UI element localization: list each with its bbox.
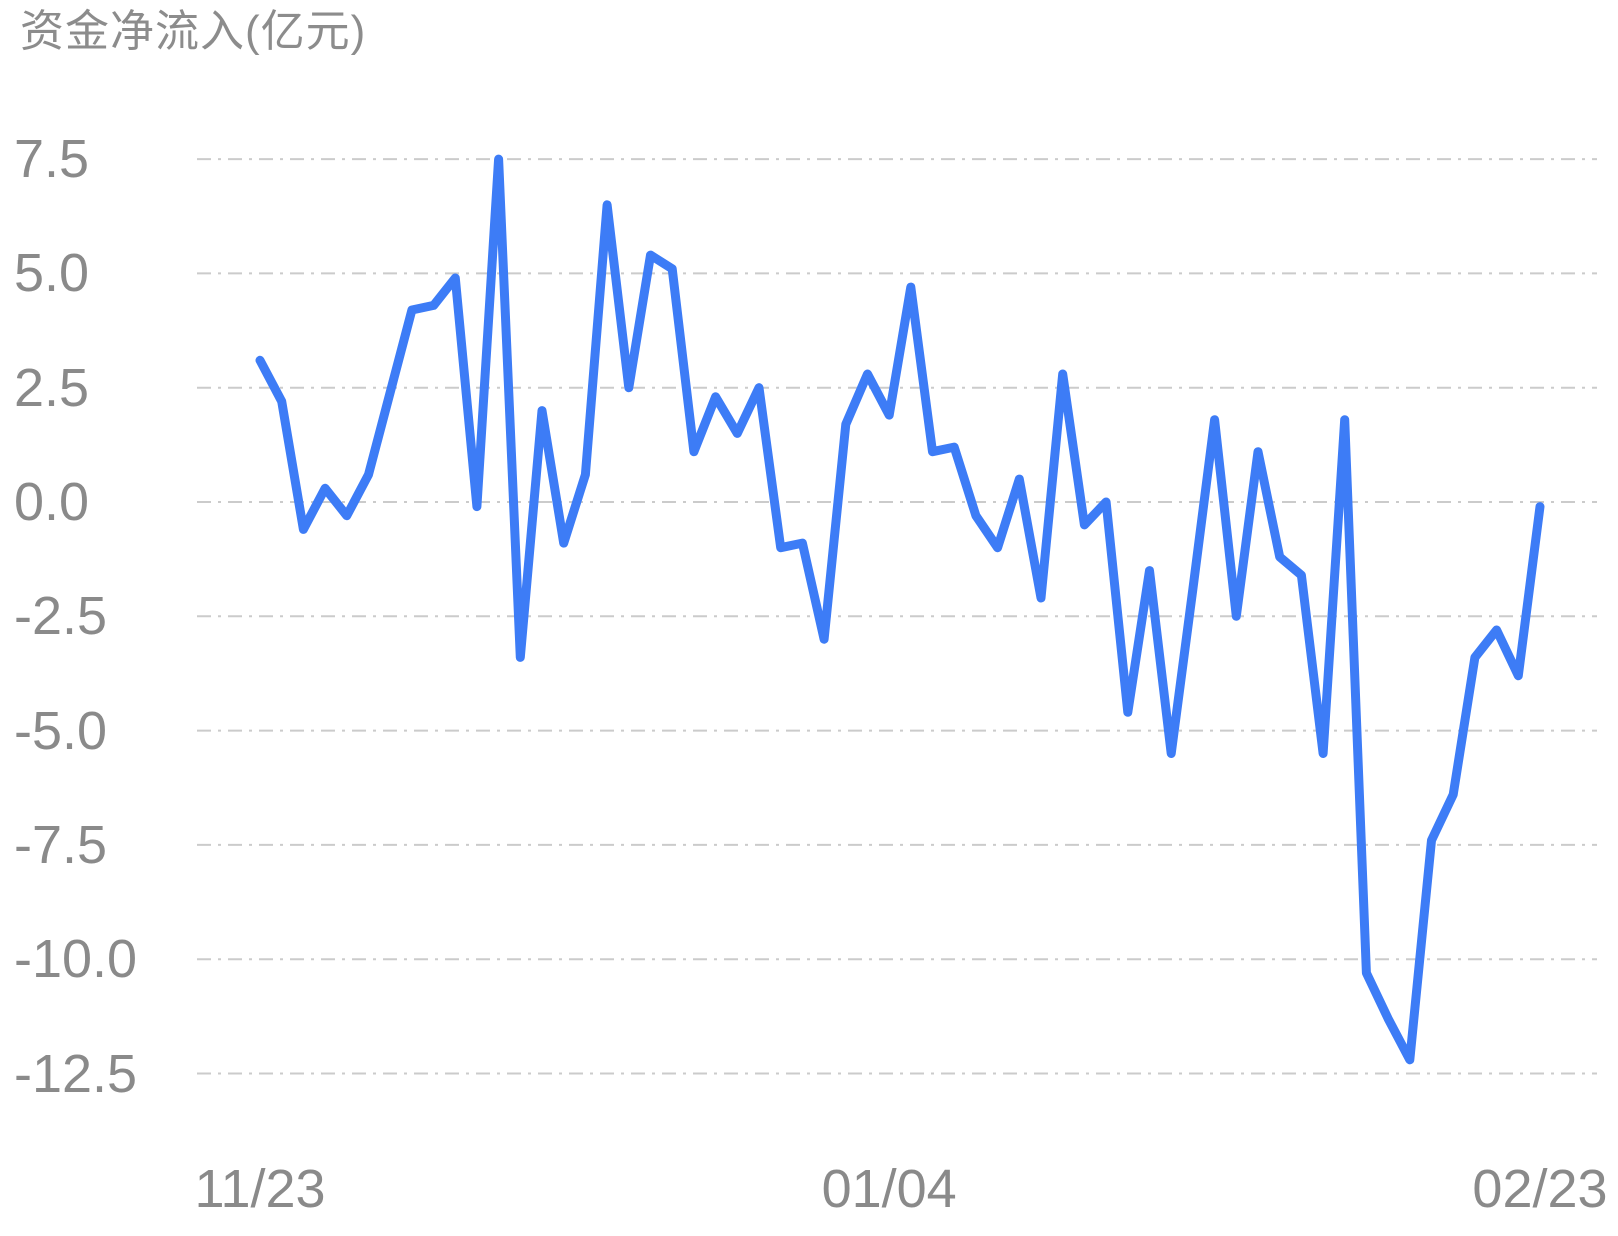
y-axis-tick-label: -10.0	[14, 929, 138, 990]
x-axis-tick-label: 01/04	[821, 1159, 957, 1219]
y-axis-tick-label: 0.0	[14, 472, 90, 532]
series-group	[255, 154, 1545, 1065]
net-inflow-line-series	[255, 154, 1545, 1065]
y-axis-tick-label: 5.0	[14, 243, 90, 304]
y-axis-tick-label: -5.0	[14, 700, 108, 761]
x-axis-tick-label: 02/23	[1472, 1159, 1608, 1219]
x-axis-tick-label: 11/23	[194, 1159, 326, 1219]
y-axis-tick-label: -7.5	[14, 814, 108, 875]
y-axis-tick-label: 7.5	[14, 129, 90, 190]
gridlines-group	[197, 158, 1597, 1075]
chart-title: 资金净流入(亿元)	[20, 7, 367, 56]
y-axis-tick-label: -2.5	[14, 586, 108, 647]
y-axis-tick-label: -12.5	[14, 1043, 138, 1104]
y-axis-tick-label: 2.5	[14, 357, 90, 418]
